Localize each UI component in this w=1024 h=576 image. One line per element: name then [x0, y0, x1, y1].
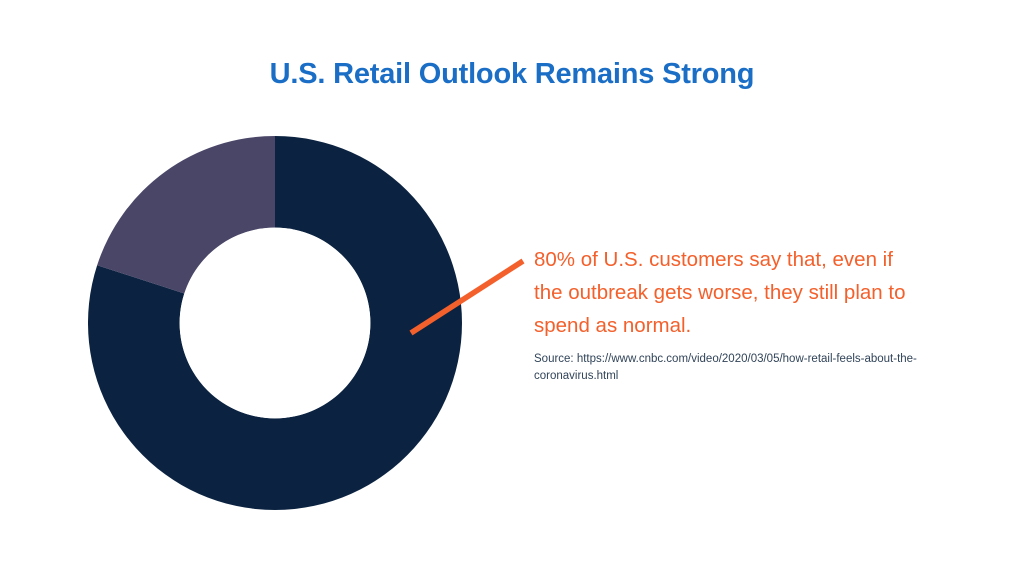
donut-slice-secondary[interactable]: [97, 136, 275, 294]
callout-text: 80% of U.S. customers say that, even if …: [534, 248, 906, 337]
callout-block: 80% of U.S. customers say that, even if …: [534, 243, 914, 342]
donut-center-hole: [179, 227, 371, 419]
donut-chart: [88, 136, 462, 510]
source-citation: Source: https://www.cnbc.com/video/2020/…: [534, 353, 917, 382]
page-title: U.S. Retail Outlook Remains Strong: [269, 58, 755, 90]
donut-slice-primary[interactable]: [88, 136, 462, 510]
donut-chart-svg: [88, 136, 462, 510]
